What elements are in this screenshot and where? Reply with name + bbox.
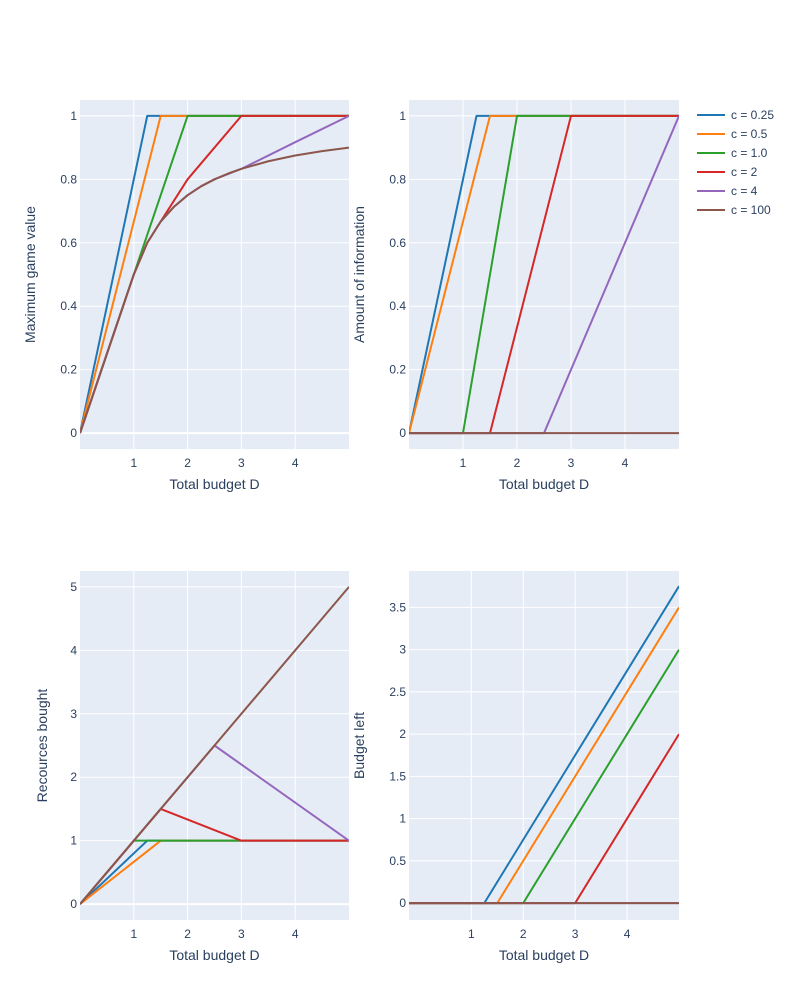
subplot-3: 1 2 3 4 0 1 2 3 4 5 Total budget D Recources bought [34,571,349,963]
y-tick-label: 0 [399,896,406,910]
y-tick-label: 1 [399,812,406,826]
y-axis-title: Recources bought [34,689,50,803]
y-tick-label: 3 [399,643,406,657]
x-tick-label: 1 [130,456,137,470]
x-tick-label: 4 [292,456,299,470]
x-tick-label: 2 [184,927,191,941]
legend-item[interactable]: c = 0.5 [697,127,768,141]
legend-label: c = 0.5 [731,127,768,141]
y-tick-label: 1.5 [389,769,406,783]
x-axis-title: Total budget D [169,476,259,492]
legend-label: c = 1.0 [731,146,768,160]
x-tick-label: 1 [468,927,475,941]
legend-item[interactable]: c = 0.25 [697,108,774,122]
y-tick-label: 2.5 [389,685,406,699]
y-tick-label: 0.2 [60,363,77,377]
legend-label: c = 2 [731,165,758,179]
y-axis-title: Amount of information [351,206,367,343]
series-line-c100 [80,146,349,434]
y-tick-label: 4 [70,643,77,657]
subplot-2: 1 2 3 4 0 0.2 0.4 0.6 0.8 1 Total budget D Amount o… [351,100,679,492]
legend-label: c = 0.25 [731,108,774,122]
x-tick-label: 3 [572,927,579,941]
x-tick-label: 1 [130,927,137,941]
y-tick-label: 0.8 [389,172,406,186]
x-axis-title: Total budget D [169,947,259,963]
y-tick-label: 0.4 [389,299,406,313]
legend-item[interactable]: c = 4 [697,184,758,198]
plot-area [409,100,679,449]
legend-label: c = 100 [731,203,771,217]
y-tick-label: 3.5 [389,600,406,614]
y-tick-label: 2 [70,770,77,784]
y-axis-title: Budget left [351,712,367,779]
x-tick-label: 4 [624,927,631,941]
legend-item[interactable]: c = 100 [697,203,771,217]
legend-item[interactable]: c = 1.0 [697,146,768,160]
y-tick-label: 0 [70,897,77,911]
y-tick-label: 0.6 [60,236,77,250]
y-tick-label: 5 [70,580,77,594]
x-tick-label: 4 [292,927,299,941]
y-tick-label: 0 [399,426,406,440]
y-tick-label: 1 [70,109,77,123]
y-tick-label: 0.4 [60,299,77,313]
y-axis-title: Maximum game value [22,206,38,343]
x-tick-label: 2 [184,456,191,470]
y-tick-label: 1 [399,109,406,123]
legend-item[interactable]: c = 2 [697,165,758,179]
y-tick-label: 0.6 [389,236,406,250]
plot-area [80,100,349,449]
x-tick-label: 3 [238,456,245,470]
x-axis-title: Total budget D [499,947,589,963]
y-tick-label: 3 [70,707,77,721]
subplot-1: 1 2 3 4 0 0.2 0.4 0.6 0.8 1 Total budget D Maximum … [22,100,349,492]
y-tick-label: 0 [70,426,77,440]
y-tick-label: 2 [399,727,406,741]
x-tick-label: 3 [568,456,575,470]
x-tick-label: 1 [460,456,467,470]
plot-area [409,571,679,920]
y-tick-label: 0.8 [60,172,77,186]
y-tick-label: 0.5 [389,854,406,868]
x-tick-label: 2 [514,456,521,470]
x-tick-label: 2 [520,927,527,941]
subplot-4: 1 2 3 4 0 0.5 1 1.5 2 2.5 3 3.5 Total budget D Budget… [351,571,679,963]
x-tick-label: 3 [238,927,245,941]
x-axis-title: Total budget D [499,476,589,492]
y-tick-label: 0.2 [389,363,406,377]
legend-label: c = 4 [731,184,758,198]
legend: c = 0.25 c = 0.5 c = 1.0 c = 2 c = 4 c = 100 [697,108,774,217]
x-tick-label: 4 [622,456,629,470]
series-line-c100 [80,586,349,905]
y-tick-label: 1 [70,834,77,848]
